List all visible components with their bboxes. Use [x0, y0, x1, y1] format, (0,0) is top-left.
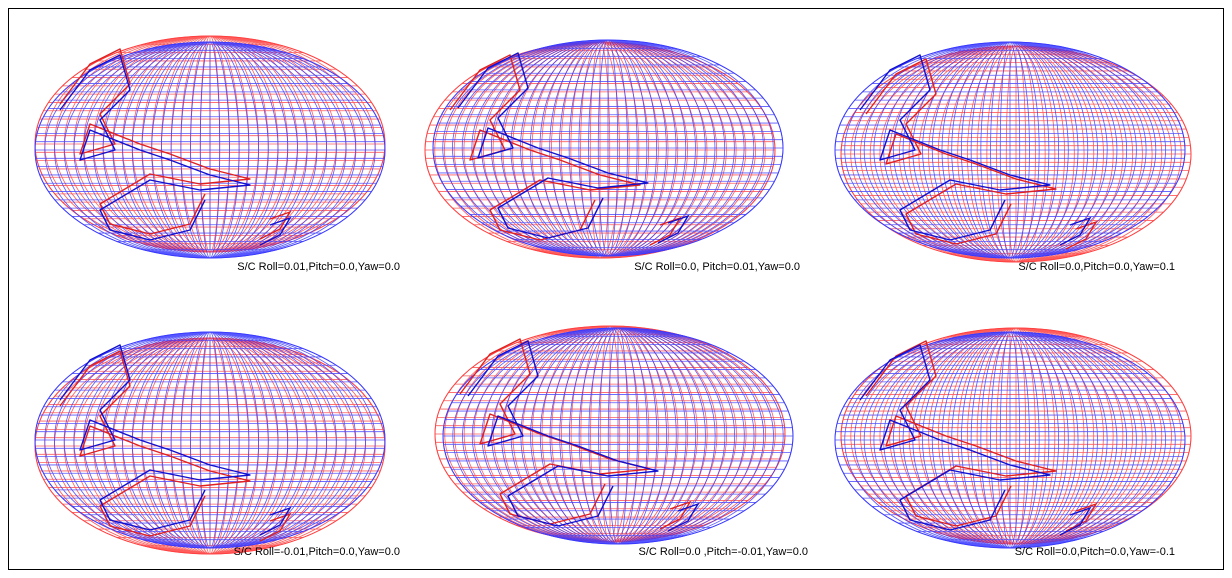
panel-caption: S/C Roll=-0.01,Pitch=0.0,Yaw=0.0 — [234, 546, 400, 558]
panel-caption: S/C Roll=0.0,Pitch=0.0,Yaw=-0.1 — [1015, 546, 1175, 558]
panel-caption: S/C Roll=0.0, Pitch=0.01,Yaw=0.0 — [634, 261, 800, 273]
panel-caption: S/C Roll=0.0 ,Pitch=-0.01,Yaw=0.0 — [639, 546, 808, 558]
page: {"panels": [ {"caption": "S/C Roll=0.01,… — [0, 0, 1232, 578]
panel-caption: S/C Roll=0.0,Pitch=0.0,Yaw=0.1 — [1018, 261, 1175, 273]
panel-caption: S/C Roll=0.01,Pitch=0.0,Yaw=0.0 — [237, 261, 400, 273]
figure: S/C Roll=0.01,Pitch=0.0,Yaw=0.0 S/C Roll=… — [0, 0, 1232, 578]
